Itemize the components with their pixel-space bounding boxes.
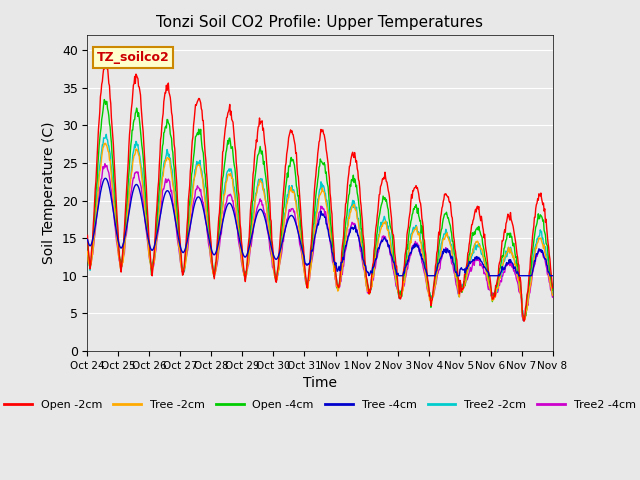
Legend: Open -2cm, Tree -2cm, Open -4cm, Tree -4cm, Tree2 -2cm, Tree2 -4cm: Open -2cm, Tree -2cm, Open -4cm, Tree -4…	[0, 396, 640, 415]
Y-axis label: Soil Temperature (C): Soil Temperature (C)	[42, 122, 56, 264]
Title: Tonzi Soil CO2 Profile: Upper Temperatures: Tonzi Soil CO2 Profile: Upper Temperatur…	[157, 15, 483, 30]
Text: TZ_soilco2: TZ_soilco2	[97, 51, 170, 64]
X-axis label: Time: Time	[303, 376, 337, 390]
